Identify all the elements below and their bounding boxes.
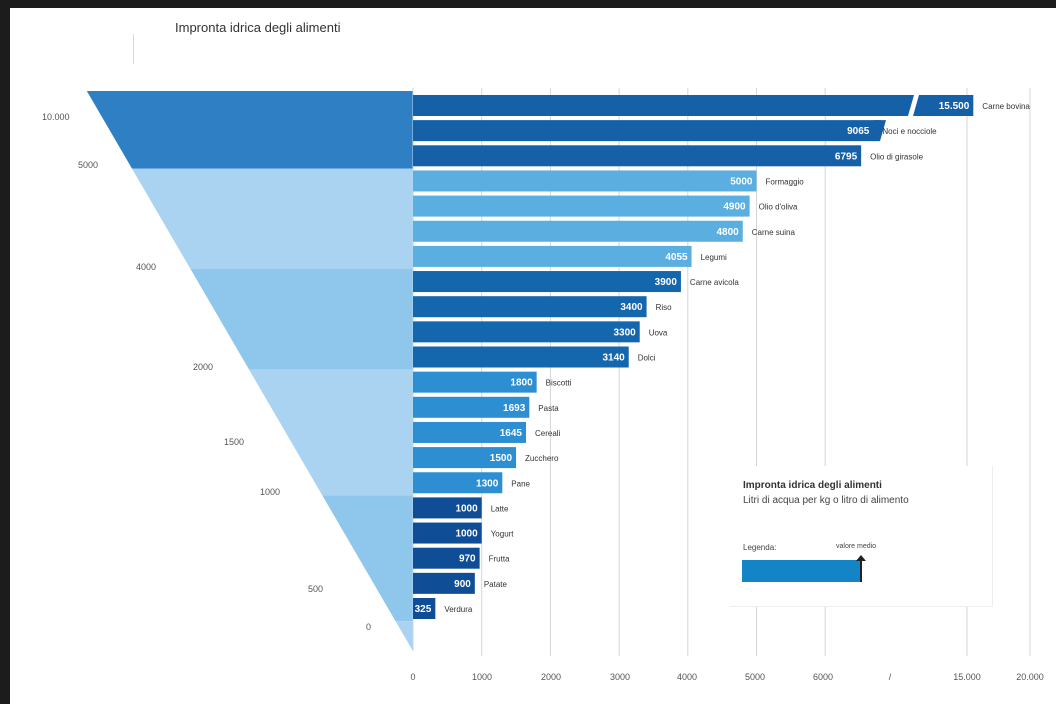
bar-category-label: Olio d'oliva <box>759 203 798 212</box>
bar-value-label: 15.500 <box>939 101 970 112</box>
bar-value-label: 5000 <box>730 176 753 187</box>
bar-category-label: Biscotti <box>546 379 572 388</box>
bar <box>413 321 640 342</box>
x-tick-label: 20.000 <box>1016 672 1044 682</box>
bar <box>413 347 629 368</box>
legend-subtitle: Litri di acqua per kg o litro di aliment… <box>743 495 909 506</box>
bar <box>413 120 881 141</box>
bar-category-label: Frutta <box>489 555 510 564</box>
bar-category-label: Formaggio <box>766 177 805 186</box>
bar <box>413 196 750 217</box>
x-tick-label: 4000 <box>677 672 697 682</box>
bar-value-label: 1000 <box>455 503 478 514</box>
bar <box>413 271 681 292</box>
bar-category-label: Uova <box>649 328 668 337</box>
bar-category-label: Pasta <box>538 404 559 413</box>
bar-value-label: 1000 <box>455 529 478 540</box>
bar-value-label: 3300 <box>613 327 636 338</box>
bar-category-label: Dolci <box>638 354 656 363</box>
bar-value-label: 3400 <box>620 302 643 313</box>
funnel-scale-label: 1500 <box>224 437 244 447</box>
bar-category-label: Latte <box>491 504 509 513</box>
bar-value-label: 6795 <box>835 151 858 162</box>
funnel-scale-label: 2000 <box>193 362 213 372</box>
bar-value-label: 1800 <box>510 378 533 389</box>
funnel-scale-label: 500 <box>308 584 323 594</box>
bar-category-label: Pane <box>511 479 530 488</box>
x-tick-label: 0 <box>410 672 415 682</box>
bar-value-label: 4055 <box>665 252 688 263</box>
bar <box>413 296 647 317</box>
funnel-scale-label: 4000 <box>136 262 156 272</box>
bar-category-label: Carne avicola <box>690 278 739 287</box>
funnel-scale-label: 10.000 <box>42 112 70 122</box>
bar-category-label: Olio di girasole <box>870 152 923 161</box>
funnel-band <box>87 91 413 168</box>
bar-category-label: Patate <box>484 580 508 589</box>
bar <box>413 246 692 267</box>
legend-title: Impronta idrica degli alimenti <box>743 480 882 491</box>
funnel-band <box>132 168 413 269</box>
bar <box>413 170 757 191</box>
bar-category-label: Noci e nocciole <box>882 127 937 136</box>
bar-value-label: 1645 <box>500 428 523 439</box>
bar-value-label: 325 <box>415 604 432 615</box>
legend-average-tick <box>860 560 862 582</box>
x-tick-label: 3000 <box>610 672 630 682</box>
funnel-tail <box>396 621 413 651</box>
funnel-scale-label: 0 <box>366 622 371 632</box>
funnel-band <box>249 370 413 496</box>
legend-arrow-icon <box>856 555 866 561</box>
bar <box>413 95 914 116</box>
bar-value-label: 1500 <box>490 453 513 464</box>
bar-value-label: 4900 <box>723 202 746 213</box>
bar-value-label: 9065 <box>847 126 870 137</box>
bar-category-label: Carne suina <box>752 228 796 237</box>
x-tick-label: 6000 <box>813 672 833 682</box>
bar-category-label: Legumi <box>701 253 727 262</box>
bar-category-label: Riso <box>656 303 673 312</box>
funnel-scale-label: 5000 <box>78 160 98 170</box>
x-tick-label: 15.000 <box>953 672 981 682</box>
bar-value-label: 970 <box>459 554 476 565</box>
bar <box>413 145 861 166</box>
legend-label: Legenda: <box>743 543 776 552</box>
x-tick-label: / <box>889 672 892 682</box>
bar-value-label: 4800 <box>717 227 740 238</box>
bar-value-label: 1300 <box>476 478 499 489</box>
bar-value-label: 1693 <box>503 403 526 414</box>
bar-category-label: Zucchero <box>525 454 559 463</box>
bar-category-label: Verdura <box>444 605 473 614</box>
legend-sample-bar <box>742 560 862 582</box>
x-tick-label: 2000 <box>541 672 561 682</box>
bar-value-label: 3900 <box>655 277 678 288</box>
bar <box>413 221 743 242</box>
bar-category-label: Carne bovina <box>982 102 1030 111</box>
bar-value-label: 900 <box>454 579 471 590</box>
funnel-band <box>322 495 413 621</box>
legend-marker-label: valore medio <box>836 543 876 550</box>
funnel-scale-label: 1000 <box>260 487 280 497</box>
funnel-band <box>191 269 413 370</box>
bar-category-label: Yogurt <box>491 530 515 539</box>
x-tick-label: 5000 <box>745 672 765 682</box>
bar-category-label: Cereali <box>535 429 561 438</box>
x-tick-label: 1000 <box>472 672 492 682</box>
chart-canvas: Impronta idrica degli alimenti 10.000 500… <box>10 8 1056 704</box>
bar-value-label: 3140 <box>602 353 625 364</box>
